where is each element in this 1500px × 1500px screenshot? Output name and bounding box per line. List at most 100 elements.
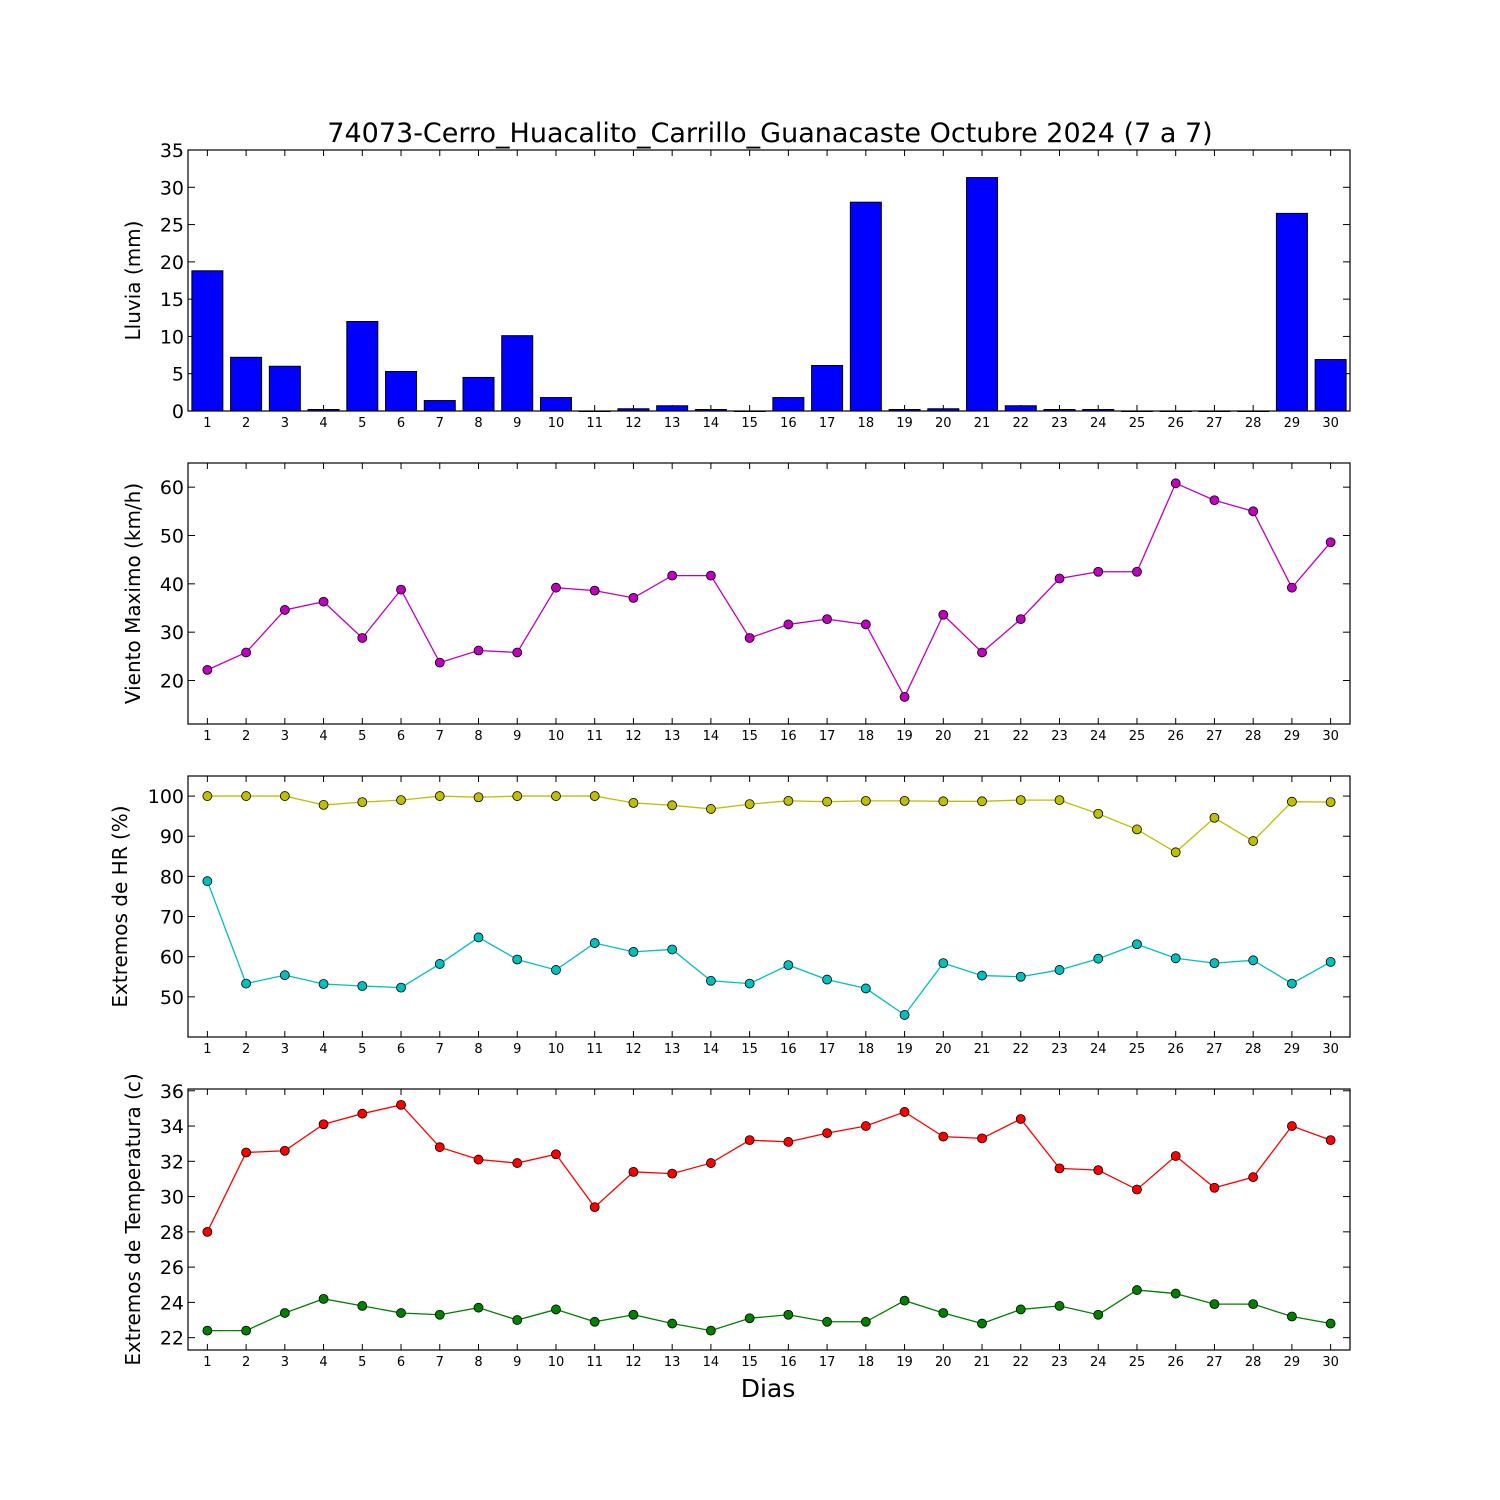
x-tick-label: 5 <box>358 729 366 744</box>
data-point <box>551 582 561 593</box>
rain-bar <box>1159 410 1192 412</box>
x-tick-label: 5 <box>358 1042 366 1057</box>
x-tick-label: 18 <box>858 1355 875 1370</box>
x-tick-label: 28 <box>1245 1042 1262 1057</box>
x-tick-label: 24 <box>1090 1042 1107 1057</box>
x-tick-label: 28 <box>1245 729 1262 744</box>
data-point <box>744 1313 755 1324</box>
y-axis-label: Extremos de Temperatura (c) <box>121 1073 145 1365</box>
x-tick-label: 15 <box>741 729 758 744</box>
rain-bar <box>694 409 727 412</box>
x-axis-label: Dias <box>741 1374 796 1403</box>
x-tick-label: 3 <box>281 729 289 744</box>
x-tick-label: 2 <box>242 1355 250 1370</box>
data-point <box>357 981 368 991</box>
data-point <box>473 792 484 803</box>
data-point <box>1132 824 1142 835</box>
x-tick-label: 29 <box>1284 1042 1301 1057</box>
data-point <box>860 1121 871 1131</box>
x-tick-label: 20 <box>935 416 952 431</box>
x-tick-label: 27 <box>1206 729 1223 744</box>
data-point <box>1015 1114 1026 1124</box>
x-tick-label: 28 <box>1245 416 1262 431</box>
x-tick-label: 2 <box>242 729 250 744</box>
data-point <box>202 876 213 887</box>
rain-bar <box>617 408 650 412</box>
x-tick-label: 16 <box>780 416 797 431</box>
y-tick-label: 32 <box>160 1151 184 1173</box>
x-tick-label: 21 <box>974 1355 991 1370</box>
x-tick-label: 7 <box>436 1355 444 1370</box>
rain-bar <box>811 365 844 412</box>
data-point <box>1093 566 1104 577</box>
data-point <box>512 954 523 965</box>
x-tick-label: 30 <box>1322 1042 1339 1057</box>
data-point <box>822 614 832 625</box>
data-point <box>473 932 484 943</box>
data-point <box>318 800 329 810</box>
data-point <box>1132 1285 1142 1295</box>
data-point <box>628 798 639 808</box>
x-tick-label: 23 <box>1051 1355 1068 1370</box>
x-tick-label: 10 <box>548 1042 565 1057</box>
y-tick-label: 10 <box>160 326 184 348</box>
rain-bar <box>385 370 418 412</box>
data-point <box>589 938 600 948</box>
data-point <box>977 796 987 807</box>
x-tick-label: 9 <box>513 416 521 431</box>
data-point <box>1325 537 1336 548</box>
x-tick-label: 12 <box>625 1042 642 1057</box>
rain-bar <box>733 410 766 412</box>
rain-bar <box>772 397 805 412</box>
x-tick-label: 15 <box>741 416 758 431</box>
rain-bar <box>1082 409 1115 412</box>
rain-bar <box>268 365 301 412</box>
data-point <box>1287 582 1297 593</box>
y-tick-label: 30 <box>160 177 184 199</box>
y-tick-label: 0 <box>172 401 184 423</box>
rain-bar <box>501 335 534 412</box>
data-point <box>1054 1163 1065 1174</box>
data-point <box>396 1308 406 1318</box>
data-point <box>938 958 949 969</box>
y-axis-label: Extremos de HR (%) <box>108 805 132 1007</box>
y-tick-label: 24 <box>160 1292 184 1314</box>
y-tick-label: 100 <box>148 786 184 808</box>
rain-bar <box>1314 359 1347 412</box>
data-point <box>396 1099 406 1110</box>
data-point <box>1015 795 1026 805</box>
x-tick-label: 19 <box>896 1042 913 1057</box>
data-point <box>1093 1309 1104 1320</box>
data-point <box>279 605 290 615</box>
series-line-1 <box>206 1104 1331 1233</box>
x-tick-label: 11 <box>586 1355 603 1370</box>
data-point <box>551 1304 561 1315</box>
data-point <box>202 1226 213 1237</box>
x-tick-label: 22 <box>1012 416 1029 431</box>
x-tick-label: 25 <box>1129 1355 1146 1370</box>
x-tick-label: 16 <box>780 1042 797 1057</box>
axes-frame <box>187 775 1351 1038</box>
x-tick-label: 6 <box>397 729 405 744</box>
axes-frame <box>187 149 1351 412</box>
data-point <box>1325 957 1336 967</box>
data-point <box>434 791 445 801</box>
rain-bar <box>1043 409 1076 412</box>
y-tick-label: 50 <box>160 987 184 1009</box>
y-tick-label: 40 <box>160 574 184 596</box>
rain-bar <box>578 410 611 412</box>
x-tick-label: 18 <box>858 1042 875 1057</box>
rain-bar <box>423 400 456 412</box>
data-point <box>589 1316 600 1327</box>
x-tick-label: 3 <box>281 1355 289 1370</box>
data-point <box>589 585 600 596</box>
series-line-1 <box>207 795 1331 854</box>
data-point <box>899 1295 910 1306</box>
x-tick-label: 17 <box>819 1355 836 1370</box>
data-point <box>434 657 445 668</box>
x-tick-label: 27 <box>1206 1042 1223 1057</box>
data-point <box>822 974 832 985</box>
data-point <box>551 1149 561 1160</box>
